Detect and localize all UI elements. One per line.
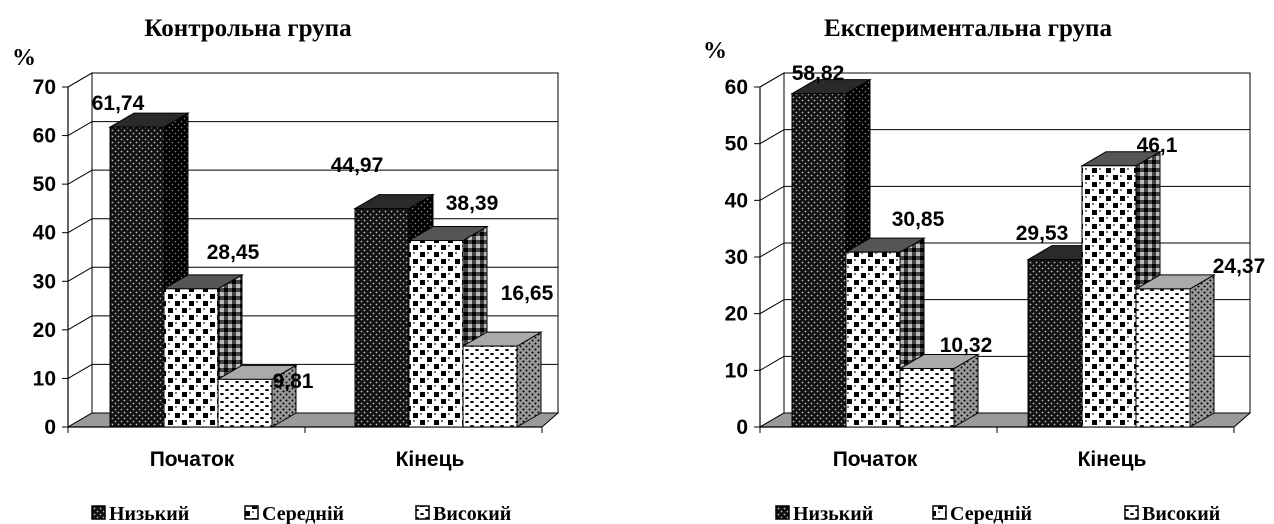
bar-front (1027, 259, 1083, 428)
bar (461, 331, 543, 428)
category-label: Кінець (396, 448, 465, 471)
legend-label: Низький (109, 503, 189, 524)
y-tick-label: 40 (33, 222, 56, 245)
bar-front (845, 251, 901, 428)
gridline-depth (67, 363, 93, 379)
bar-front (462, 345, 518, 428)
legend-label: Середній (262, 503, 344, 524)
gridline-depth (67, 218, 93, 234)
bar (1134, 274, 1216, 428)
gridline-depth (759, 72, 785, 88)
y-tick-label: 20 (725, 303, 748, 326)
y-tick-label: 60 (725, 76, 748, 99)
gridline-depth (67, 315, 93, 331)
y-tick-label: 60 (33, 125, 56, 148)
category-label: Кінець (1078, 448, 1147, 471)
bar-front (1081, 165, 1137, 428)
bar-front (109, 126, 165, 428)
bar-side (516, 331, 542, 428)
bar-front (1135, 288, 1191, 428)
legend-swatch (244, 505, 259, 520)
y-tick-label: 50 (33, 173, 56, 196)
category-label: Початок (150, 448, 235, 471)
legend-label: Середній (950, 503, 1032, 524)
legend-swatch (415, 505, 430, 520)
gridline-depth (759, 129, 785, 145)
data-label: 58,82 (792, 62, 845, 85)
legend-swatch (1124, 505, 1139, 520)
data-label: 10,32 (940, 334, 993, 357)
y-axis-unit: % (12, 45, 36, 71)
gridline-depth (67, 121, 93, 137)
data-label: 24,37 (1213, 255, 1266, 278)
bar-front (163, 288, 219, 428)
y-tick-label: 0 (736, 416, 748, 439)
data-label: 38,39 (446, 192, 499, 215)
legend-label: Низький (793, 503, 873, 524)
gridline-depth (67, 72, 93, 88)
gridline-depth (67, 266, 93, 282)
data-label: 29,53 (1016, 222, 1069, 245)
y-tick-label: 10 (33, 367, 56, 390)
bar-front (217, 378, 273, 428)
data-label: 61,74 (92, 92, 145, 115)
y-tick-label: 70 (33, 76, 56, 99)
legend-label: Високий (1142, 503, 1220, 524)
bar-front (899, 368, 955, 428)
bar (162, 273, 244, 428)
legend-swatch (932, 505, 947, 520)
y-axis-unit: % (703, 38, 727, 64)
category-label: Початок (833, 448, 918, 471)
y-tick-label: 30 (33, 270, 56, 293)
bar-front (354, 208, 410, 428)
bar (108, 112, 190, 428)
gridline-depth (759, 242, 785, 258)
chart-title: Експериментальна група (824, 15, 1112, 42)
chart-experimental-group: Експериментальна група% 0 10 20 30 40 50 60 Поча… (703, 15, 1265, 524)
legend-label: Високий (433, 503, 511, 524)
data-label: 46,1 (1137, 134, 1178, 157)
bar (898, 353, 980, 428)
data-label: 44,97 (331, 154, 384, 177)
gridline-depth (759, 355, 785, 371)
y-tick-label: 20 (33, 319, 56, 342)
bar-side (1189, 274, 1215, 428)
side-wall (67, 72, 93, 428)
bar-front (408, 240, 464, 428)
data-label: 9,81 (273, 370, 314, 393)
y-tick-label: 30 (725, 246, 748, 269)
chart-control-group: Контрольна група% 0 10 20 30 40 50 60 70 Початок К… (12, 15, 560, 524)
y-tick-label: 50 (725, 133, 748, 156)
legend-swatch (775, 505, 790, 520)
bar (216, 364, 298, 428)
gridline-depth (759, 185, 785, 201)
gridline-depth (759, 299, 785, 315)
gridline-depth (67, 169, 93, 185)
data-label: 30,85 (892, 208, 945, 231)
y-tick-label: 10 (725, 359, 748, 382)
legend-swatch (91, 505, 106, 520)
bar-front (791, 93, 847, 428)
data-label: 28,45 (207, 241, 260, 264)
chart-title: Контрольна група (144, 15, 352, 42)
data-label: 16,65 (501, 282, 554, 305)
y-tick-label: 0 (44, 416, 56, 439)
y-tick-label: 40 (725, 189, 748, 212)
